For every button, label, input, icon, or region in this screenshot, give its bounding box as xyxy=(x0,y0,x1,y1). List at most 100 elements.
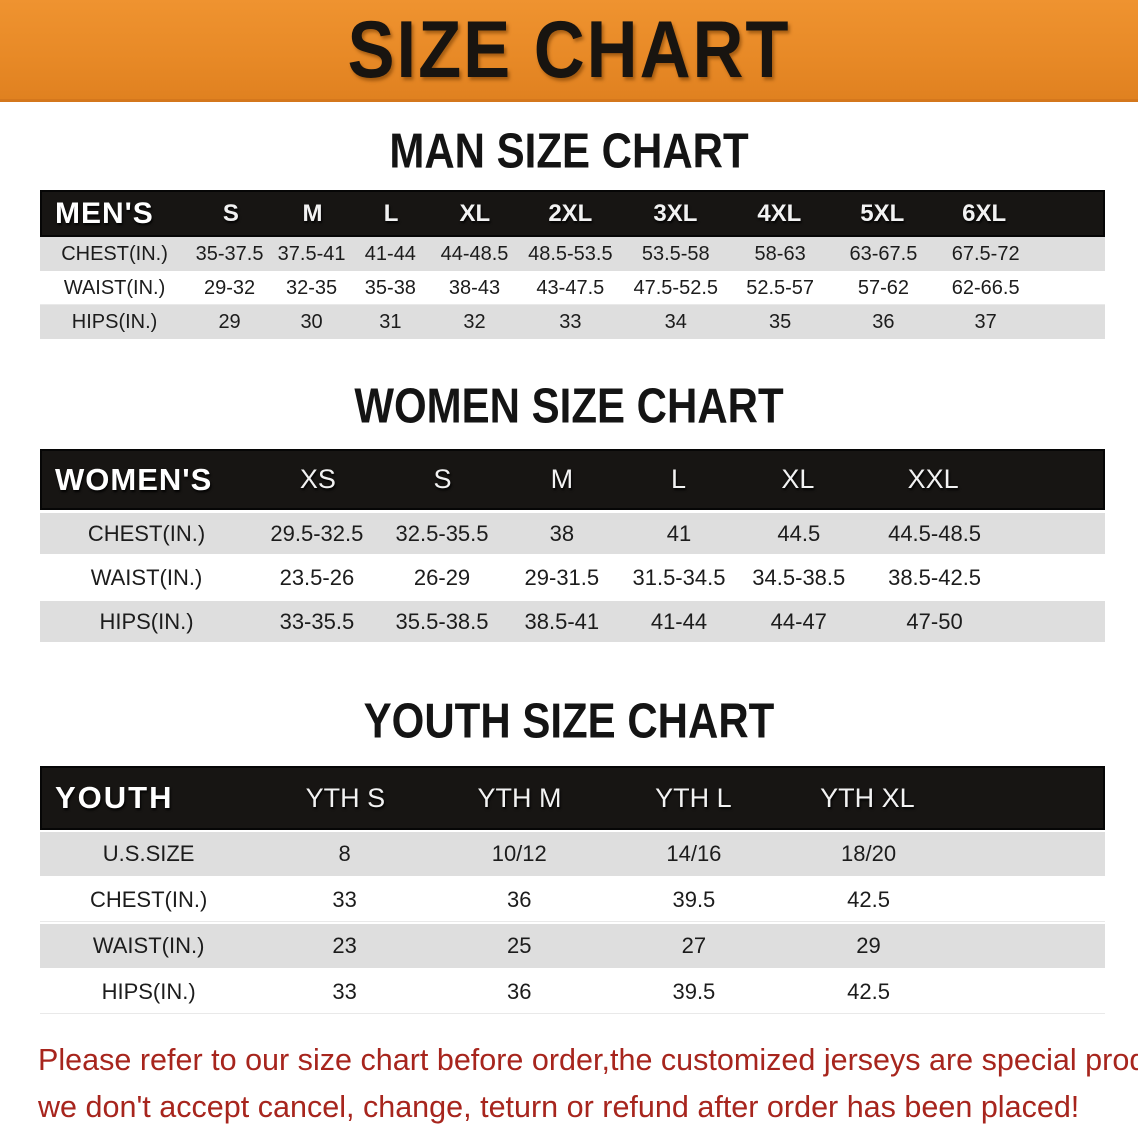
row-label: CHEST(IN.) xyxy=(87,520,206,546)
table-cell: 44.5-48.5 xyxy=(888,520,982,546)
row-label: HIPS(IN.) xyxy=(99,608,194,634)
disclaimer-line-1: Please refer to our size chart before or… xyxy=(38,1042,1138,1077)
table-cell: 38 xyxy=(549,520,575,546)
column-header: YTH M xyxy=(477,782,562,813)
youth-chart-heading-text: YOUTH SIZE CHART xyxy=(363,692,775,749)
women-size-table: WOMEN'S XS S M L XL XXL CHEST(IN.) 29.5-32.5 32.5… xyxy=(40,449,1105,642)
table-cell: 32 xyxy=(463,310,486,333)
table-cell: 32-35 xyxy=(285,276,338,299)
table-cell: 38.5-41 xyxy=(524,608,600,634)
table-cell: 41-44 xyxy=(364,242,416,265)
table-cell: 29 xyxy=(218,310,241,333)
table-cell: 57-62 xyxy=(857,276,909,299)
disclaimer-note: Please refer to our size chart before or… xyxy=(38,1036,1138,1130)
table-cell: 26-29 xyxy=(413,564,471,590)
men-chart-heading-text: MAN SIZE CHART xyxy=(389,122,749,179)
row-label: WAIST(IN.) xyxy=(90,564,203,590)
table-cell: 31.5-34.5 xyxy=(632,564,726,590)
table-cell: 31 xyxy=(379,310,402,333)
column-header: M xyxy=(302,199,323,227)
row-label: HIPS(IN.) xyxy=(101,979,196,1004)
table-row: CHEST(IN.) 35-37.5 37.5-41 41-44 44-48.5 48.5… xyxy=(40,237,1105,271)
table-cell: 29-32 xyxy=(203,276,256,299)
table-cell: 38-43 xyxy=(448,276,501,299)
table-cell: 44-47 xyxy=(770,608,827,634)
table-cell: 39.5 xyxy=(672,887,716,912)
table-cell: 37 xyxy=(974,310,997,333)
table-cell: 33 xyxy=(332,979,357,1004)
women-chart-heading: WOMEN SIZE CHART xyxy=(0,378,1138,433)
column-header: 2XL xyxy=(548,199,593,227)
column-header: S xyxy=(222,199,239,227)
column-header: M xyxy=(550,464,574,494)
table-cell: 41 xyxy=(666,520,692,546)
row-label: CHEST(IN.) xyxy=(89,887,208,912)
table-cell: 36 xyxy=(506,979,532,1004)
table-row: WAIST(IN.) 23 25 27 29 xyxy=(40,924,1105,968)
youth-size-table: YOUTH YTH S YTH M YTH L YTH XL U.S.SIZE 8 10/12… xyxy=(40,766,1105,1014)
row-label: WAIST(IN.) xyxy=(92,933,205,958)
table-cell: 42.5 xyxy=(847,887,890,912)
table-cell: 34.5-38.5 xyxy=(752,564,846,590)
table-row: CHEST(IN.) 29.5-32.5 32.5-35.5 38 41 44.5 44.5… xyxy=(40,513,1105,554)
table-group-label: WOMEN'S xyxy=(55,461,213,497)
table-cell: 48.5-53.5 xyxy=(528,242,613,265)
table-cell: 52.5-57 xyxy=(746,276,815,299)
table-cell: 8 xyxy=(338,841,351,866)
table-cell: 30 xyxy=(300,310,323,333)
table-cell: 18/20 xyxy=(841,841,897,866)
table-cell: 62-66.5 xyxy=(951,276,1020,299)
column-header: XXL xyxy=(907,464,959,494)
column-header: YTH L xyxy=(655,782,732,813)
column-header: L xyxy=(383,199,399,227)
banner-title: SIZE CHART xyxy=(347,4,791,95)
table-row: CHEST(IN.) 33 36 39.5 42.5 xyxy=(40,878,1105,922)
table-cell: 34 xyxy=(664,310,687,333)
table-row: U.S.SIZE 8 10/12 14/16 18/20 xyxy=(40,832,1105,876)
table-cell: 33 xyxy=(332,887,357,912)
column-header: L xyxy=(671,464,687,494)
column-header: YTH S xyxy=(305,782,386,813)
table-cell: 44-48.5 xyxy=(440,242,509,265)
table-cell: 47-50 xyxy=(906,608,963,634)
table-cell: 29.5-32.5 xyxy=(270,520,364,546)
row-label: WAIST(IN.) xyxy=(63,276,166,299)
table-row: HIPS(IN.) 33 36 39.5 42.5 xyxy=(40,970,1105,1014)
table-cell: 29-31.5 xyxy=(524,564,600,590)
women-chart-heading-text: WOMEN SIZE CHART xyxy=(354,377,784,434)
column-header: XS xyxy=(299,464,336,494)
table-cell: 29 xyxy=(856,933,881,958)
table-header-row: WOMEN'S XS S M L XL XXL xyxy=(40,449,1105,510)
table-cell: 36 xyxy=(872,310,895,333)
men-chart-heading: MAN SIZE CHART xyxy=(0,123,1138,178)
table-cell: 35-38 xyxy=(364,276,416,299)
table-cell: 63-67.5 xyxy=(849,242,918,265)
table-cell: 39.5 xyxy=(672,979,716,1004)
table-cell: 41-44 xyxy=(650,608,708,634)
column-header: XL xyxy=(781,464,815,494)
table-cell: 37.5-41 xyxy=(277,242,346,265)
column-header: XL xyxy=(459,199,491,227)
table-group-label: MEN'S xyxy=(55,196,154,230)
column-header: S xyxy=(433,464,452,494)
table-cell: 10/12 xyxy=(491,841,547,866)
table-cell: 33 xyxy=(559,310,582,333)
table-cell: 58-63 xyxy=(754,242,806,265)
table-cell: 25 xyxy=(506,933,532,958)
table-cell: 44.5 xyxy=(777,520,821,546)
disclaimer-line-2: we don't accept cancel, change, teturn o… xyxy=(38,1089,1080,1124)
table-row: HIPS(IN.) 33-35.5 35.5-38.5 38.5-41 41-44 44-… xyxy=(40,601,1105,642)
column-header: 4XL xyxy=(757,199,802,227)
row-label: CHEST(IN.) xyxy=(61,242,168,265)
table-cell: 36 xyxy=(506,887,532,912)
table-cell: 42.5 xyxy=(847,979,890,1004)
table-cell: 23.5-26 xyxy=(279,564,355,590)
banner: SIZE CHART xyxy=(0,0,1138,102)
column-header: 6XL xyxy=(962,199,1007,227)
table-header-row: YOUTH YTH S YTH M YTH L YTH XL xyxy=(40,766,1105,830)
table-cell: 47.5-52.5 xyxy=(633,276,719,299)
table-cell: 32.5-35.5 xyxy=(395,520,489,546)
men-size-table: MEN'S S M L XL 2XL 3XL 4XL 5XL 6XL CHEST(IN.) 35-37… xyxy=(40,190,1105,339)
table-header-row: MEN'S S M L XL 2XL 3XL 4XL 5XL 6XL xyxy=(40,190,1105,237)
